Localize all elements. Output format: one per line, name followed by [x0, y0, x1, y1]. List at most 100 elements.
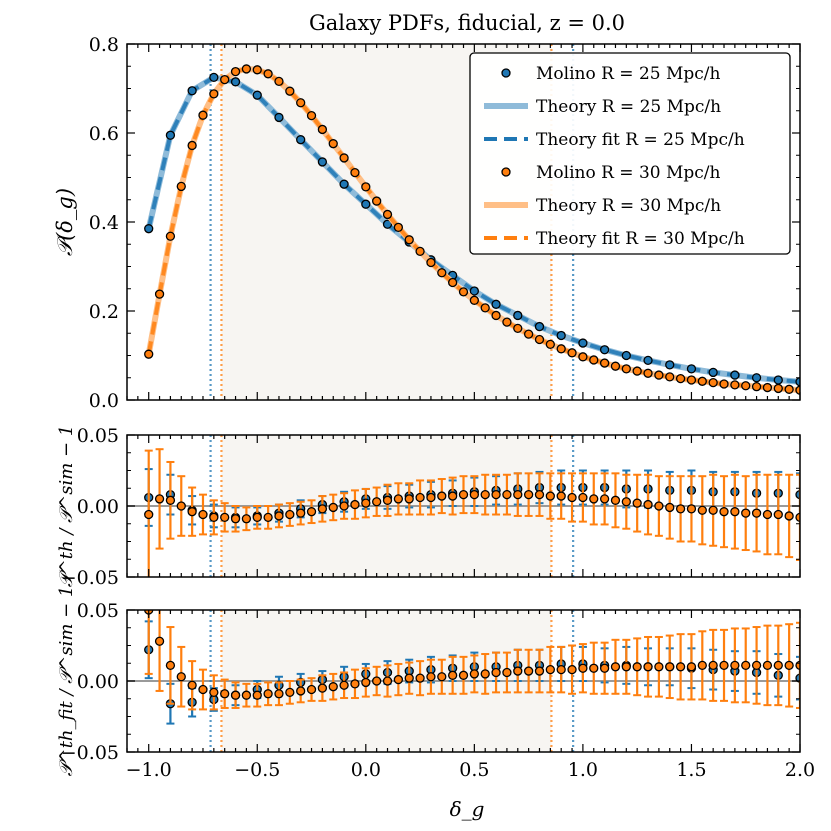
data-point-R25	[599, 345, 610, 355]
data-point-R30	[762, 382, 773, 393]
data-point-R30	[198, 110, 208, 120]
data-point-R25	[621, 350, 631, 361]
data-point-R30	[437, 268, 447, 278]
data-point-R30	[589, 355, 599, 365]
data-point-R30	[719, 507, 729, 517]
data-point-R30	[610, 495, 621, 505]
y-tick-label: 0.00	[77, 671, 119, 693]
data-point-R30	[730, 507, 740, 517]
data-point-R30	[675, 504, 686, 514]
data-point-R30	[415, 246, 425, 257]
data-point-R25	[578, 338, 588, 348]
y-axis-label: 𝒫(δ_g)	[53, 188, 77, 256]
data-point-R30	[372, 676, 382, 686]
data-point-R30	[741, 508, 751, 518]
data-point-R30	[447, 277, 458, 288]
y-tick-label: 0.05	[77, 600, 119, 622]
y-axis-label: 𝒫^th / 𝒫^sim − 1	[56, 425, 77, 588]
legend-label: Theory fit R = 25 Mpc/h	[536, 130, 745, 150]
data-point-R30	[306, 110, 317, 121]
x-tick-label: 0.0	[351, 759, 381, 781]
data-point-R30	[741, 381, 751, 391]
data-point-R30	[252, 512, 262, 523]
data-point-R30	[285, 86, 295, 96]
data-point-R25	[187, 86, 197, 96]
data-point-R30	[730, 660, 740, 671]
data-point-R30	[751, 660, 762, 671]
data-point-R30	[328, 502, 338, 513]
data-point-R30	[328, 139, 338, 149]
data-point-R30	[361, 677, 371, 688]
data-point-R30	[447, 670, 458, 680]
data-point-R30	[545, 664, 555, 675]
data-point-R30	[317, 683, 328, 693]
data-point-R30	[404, 673, 414, 683]
data-point-R30	[534, 334, 545, 345]
data-point-R30	[176, 181, 186, 192]
data-point-R30	[719, 379, 729, 389]
data-point-R30	[556, 664, 566, 675]
data-point-R30	[502, 489, 512, 500]
data-point-R30	[350, 167, 360, 178]
data-point-R25	[556, 330, 566, 341]
data-point-R30	[719, 660, 729, 671]
data-point-R30	[784, 660, 794, 671]
data-point-R25	[665, 360, 675, 370]
data-point-R30	[599, 663, 610, 673]
data-point-R30	[643, 368, 653, 378]
data-point-R30	[241, 514, 252, 524]
data-point-R30	[730, 380, 740, 390]
chart-panels: 0.0 0.2 0.4 0.6 0.8 𝒫(δ_g) Molino R = 25 Mpc/h…	[53, 34, 815, 781]
data-point-R25	[317, 157, 328, 167]
data-point-R30	[773, 383, 783, 394]
data-point-R30	[230, 690, 241, 700]
y-tick-label: 0.8	[89, 34, 119, 56]
data-point-R30	[469, 295, 480, 305]
data-point-R30	[187, 140, 197, 151]
data-point-R30	[339, 153, 349, 163]
data-point-R30	[144, 509, 154, 520]
data-point-R25	[643, 355, 653, 366]
data-point-R30	[697, 376, 707, 386]
data-point-R25	[339, 179, 349, 189]
data-point-R30	[437, 491, 447, 501]
data-point-R25	[513, 310, 523, 321]
data-point-R30	[556, 491, 566, 501]
data-point-R30	[795, 385, 800, 395]
data-point-R30	[578, 352, 588, 362]
data-point-R30	[328, 682, 338, 692]
data-point-R30	[296, 686, 306, 696]
plot-area	[127, 435, 800, 577]
legend-box	[469, 52, 791, 255]
data-point-R30	[480, 489, 490, 500]
data-point-R30	[241, 690, 252, 700]
data-point-R30	[578, 663, 588, 673]
legend-label: Molino R = 30 Mpc/h	[536, 163, 721, 183]
data-point-R30	[274, 511, 284, 521]
data-point-R25	[230, 77, 241, 87]
data-point-R30	[523, 329, 534, 339]
panel-pdf: 0.0 0.2 0.4 0.6 0.8 𝒫(δ_g) Molino R = 25 Mpc/h…	[53, 34, 801, 412]
data-point-R30	[176, 672, 186, 682]
data-point-R30	[773, 660, 783, 671]
data-point-R30	[708, 505, 718, 515]
data-point-R30	[534, 489, 545, 500]
x-tick-label: 0.5	[459, 759, 489, 781]
data-point-R30	[632, 366, 642, 376]
data-point-R25	[274, 112, 284, 123]
data-point-R30	[415, 492, 425, 503]
data-point-R30	[545, 491, 555, 501]
data-point-R30	[741, 660, 751, 671]
data-point-R30	[762, 660, 773, 671]
data-point-R25	[469, 286, 480, 296]
data-point-R30	[404, 494, 414, 504]
x-tick-label: 1.0	[568, 759, 598, 781]
y-tick-label: 0.4	[89, 212, 119, 234]
data-point-R30	[220, 74, 230, 85]
data-point-R30	[317, 504, 328, 514]
data-point-R30	[675, 662, 686, 672]
data-point-R30	[567, 348, 577, 358]
data-point-R30	[296, 98, 306, 108]
data-point-R30	[372, 497, 382, 507]
